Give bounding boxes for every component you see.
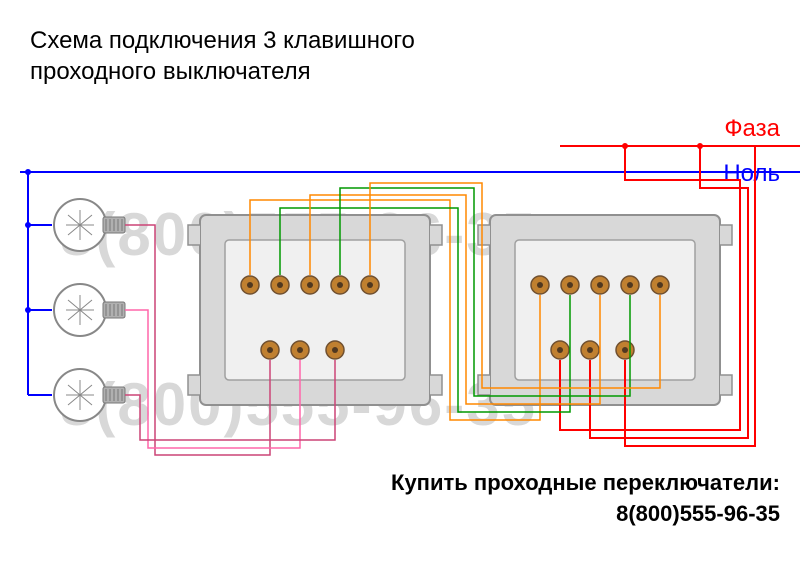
bulb-3 bbox=[54, 369, 125, 421]
bulb-1 bbox=[54, 199, 125, 251]
switch-module-1 bbox=[188, 215, 442, 405]
null-node bbox=[25, 169, 31, 175]
bulb-2 bbox=[54, 284, 125, 336]
phase-node-1 bbox=[622, 143, 628, 149]
phase-node-2 bbox=[697, 143, 703, 149]
footer-contact: Купить проходные переключатели: 8(800)55… bbox=[391, 468, 780, 530]
null-node-b2 bbox=[25, 307, 31, 313]
footer-line-2: 8(800)555-96-35 bbox=[616, 501, 780, 526]
null-node-b1 bbox=[25, 222, 31, 228]
footer-line-1: Купить проходные переключатели: bbox=[391, 470, 780, 495]
switch-module-2 bbox=[478, 215, 732, 405]
